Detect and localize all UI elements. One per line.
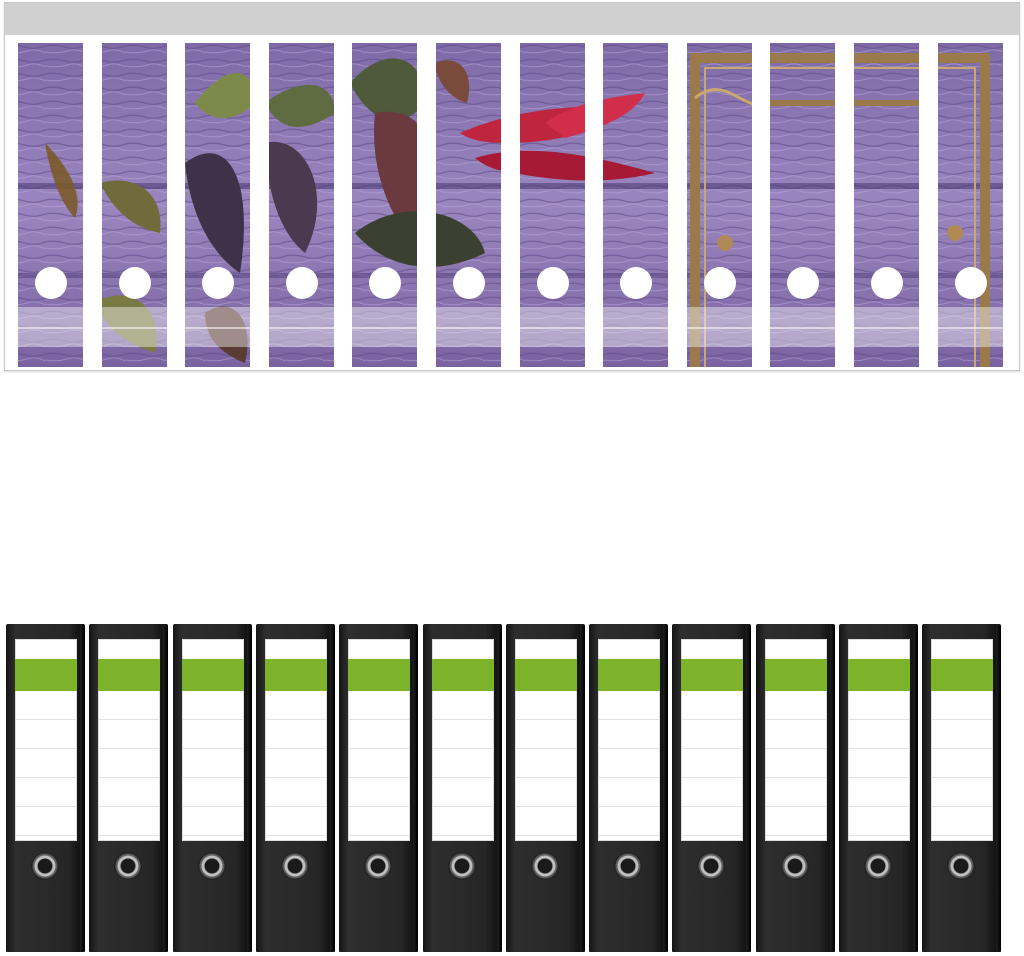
binder-ring-icon [448,852,476,880]
spine-label-strip [269,43,334,367]
binder [589,624,667,952]
finger-hole [703,267,736,299]
label-band-line [854,327,919,329]
binder-label-window [182,639,244,841]
spine-label-strip [770,43,835,367]
binder-ring-icon [697,852,725,880]
binder-green-stripe [265,659,327,691]
binder-ring-icon [114,852,142,880]
binder-label-window [265,639,327,841]
binder-label-window [848,639,910,841]
label-band-line [269,327,334,329]
binder-green-stripe [765,659,827,691]
binder-label-window [598,639,660,841]
label-sheet [4,2,1020,371]
binder-label-window [432,639,494,841]
spine-label-strip [185,43,250,367]
spine-label-strip [102,43,167,367]
binder-green-stripe [848,659,910,691]
binder [339,624,417,952]
spine-label-strip [854,43,919,367]
finger-hole [118,267,151,299]
binder-green-stripe [931,659,993,691]
label-band-line [938,327,1003,329]
binder [173,624,251,952]
label-band-line [603,327,668,329]
binder-label-window [98,639,160,841]
finger-hole [452,267,485,299]
binder [6,624,84,952]
label-band-line [436,327,501,329]
binder-ring-icon [947,852,975,880]
binder [256,624,334,952]
binder [672,624,750,952]
binder [922,624,1000,952]
spine-label-strip [436,43,501,367]
binder-green-stripe [182,659,244,691]
label-band-line [18,327,83,329]
finger-hole [786,267,819,299]
spine-label-strips [5,3,1021,372]
binder-ring-icon [531,852,559,880]
spine-label-strip [18,43,83,367]
binder [423,624,501,952]
binder [839,624,917,952]
finger-hole [368,267,401,299]
binder-label-window [515,639,577,841]
label-band-line [352,327,417,329]
binder-ring-icon [364,852,392,880]
binder-label-window [681,639,743,841]
binder-green-stripe [681,659,743,691]
binder-ring-icon [614,852,642,880]
finger-hole [201,267,234,299]
binder-green-stripe [98,659,160,691]
binder-ring-icon [781,852,809,880]
binder [506,624,584,952]
binder [89,624,167,952]
binder-green-stripe [598,659,660,691]
binder-ring-icon [864,852,892,880]
binder-label-window [348,639,410,841]
label-band-line [687,327,752,329]
binder-ring-icon [31,852,59,880]
binder-label-window [765,639,827,841]
finger-hole [954,267,987,299]
binder-label-window [15,639,77,841]
finger-hole [536,267,569,299]
label-band-line [102,327,167,329]
finger-hole [619,267,652,299]
binder-green-stripe [348,659,410,691]
finger-hole [870,267,903,299]
finger-hole [34,267,67,299]
binder-green-stripe [515,659,577,691]
binder-ring-icon [281,852,309,880]
label-band-line [770,327,835,329]
spine-label-strip [352,43,417,367]
binder-ring-icon [198,852,226,880]
spine-label-strip [938,43,1003,367]
label-band-line [185,327,250,329]
sheet-header-bar [5,3,1019,35]
spine-label-strip [520,43,585,367]
spine-label-strip [603,43,668,367]
label-band-line [520,327,585,329]
finger-hole [285,267,318,299]
spine-label-strip [687,43,752,367]
binder-green-stripe [15,659,77,691]
binder [756,624,834,952]
binder-label-window [931,639,993,841]
binder-green-stripe [432,659,494,691]
